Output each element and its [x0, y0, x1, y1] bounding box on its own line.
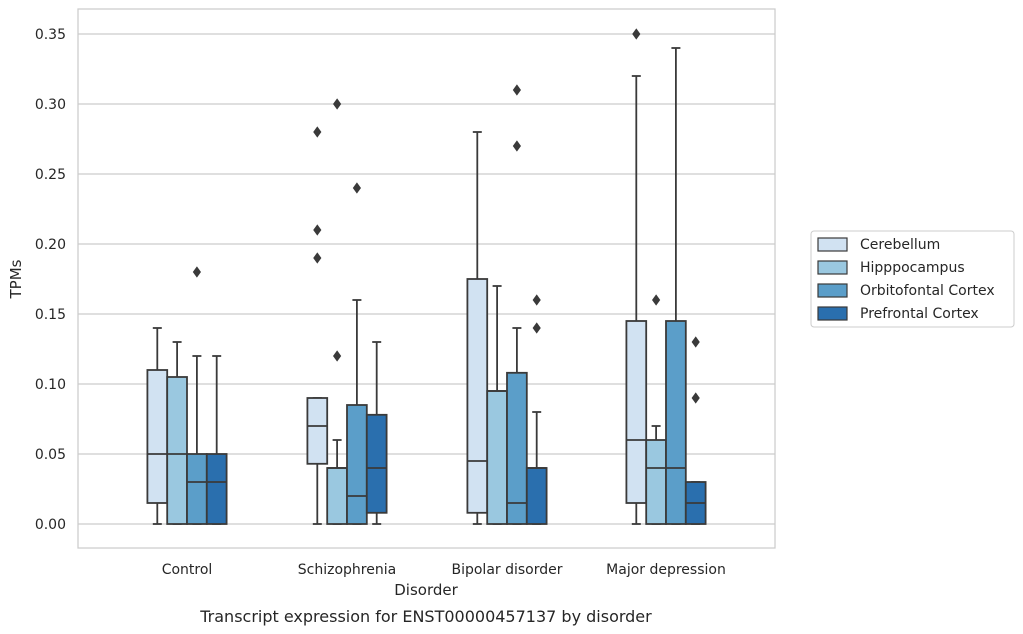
- box-body: [665, 320, 687, 525]
- outlier-point: [512, 140, 521, 152]
- x-tick-label: Schizophrenia: [298, 562, 396, 578]
- box-body: [645, 439, 667, 525]
- box-body: [365, 413, 388, 514]
- outlier-point: [691, 336, 700, 348]
- legend-label: Orbitofontal Cortex: [860, 283, 995, 299]
- legend-swatch: [817, 260, 848, 275]
- box-0-2: [186, 266, 208, 525]
- legend-label: Prefrontal Cortex: [860, 306, 979, 322]
- legend-items: Cerebellum Hipppocampus Orbitofontal Corte…: [817, 237, 995, 322]
- box-3-2: [665, 47, 687, 525]
- outlier-point: [333, 98, 342, 110]
- box-body: [346, 404, 368, 525]
- outlier-point: [532, 294, 541, 306]
- box-body: [186, 453, 208, 525]
- box-2-3: [525, 294, 548, 525]
- box-body: [625, 320, 648, 504]
- box-2-2: [506, 84, 528, 525]
- box-body: [205, 453, 228, 525]
- box-body: [146, 369, 169, 504]
- x-tick-label: Major depression: [606, 562, 726, 578]
- box-2-1: [486, 285, 508, 525]
- outlier-point: [691, 392, 700, 404]
- legend-swatch: [817, 283, 848, 298]
- outlier-point: [313, 126, 322, 138]
- y-tick-label: 0.10: [35, 377, 66, 393]
- legend-frame: [810, 230, 1015, 328]
- box-1-2: [346, 182, 368, 525]
- box-body: [466, 278, 489, 514]
- x-tick-label: Control: [162, 562, 213, 578]
- x-tick-labels: Control Schizophrenia Bipolar disorder Majo…: [162, 562, 726, 578]
- box-0-3: [205, 355, 228, 525]
- legend-swatch: [817, 306, 848, 321]
- y-tick-label: 0.25: [35, 167, 66, 183]
- box-body: [525, 467, 548, 525]
- y-tick-label: 0.05: [35, 447, 66, 463]
- box-layer: [146, 28, 707, 525]
- plot-frame: [77, 8, 776, 549]
- chart-caption: Transcript expression for ENST0000045713…: [199, 607, 652, 626]
- outlier-point: [532, 322, 541, 334]
- box-1-0: [306, 126, 329, 525]
- box-body: [166, 376, 188, 525]
- legend: Cerebellum Hipppocampus Orbitofontal Corte…: [810, 230, 1015, 328]
- box-3-1: [645, 294, 667, 525]
- y-tick-label: 0.00: [35, 517, 66, 533]
- box-body: [506, 371, 528, 525]
- y-tick-label: 0.35: [35, 27, 66, 43]
- x-axis-label: Disorder: [394, 581, 458, 599]
- outlier-point: [313, 252, 322, 264]
- legend-swatch: [817, 237, 848, 252]
- outlier-point: [313, 224, 322, 236]
- box-body: [486, 390, 508, 525]
- outlier-point: [352, 182, 361, 194]
- box-body: [306, 397, 329, 465]
- outlier-point: [632, 28, 641, 40]
- outlier-point: [333, 350, 342, 362]
- x-tick-label: Bipolar disorder: [451, 562, 562, 578]
- box-1-1: [326, 98, 348, 525]
- y-tick-label: 0.30: [35, 97, 66, 113]
- y-tick-label: 0.20: [35, 237, 66, 253]
- box-0-1: [166, 341, 188, 525]
- box-3-0: [625, 28, 648, 525]
- y-axis-label: TPMs: [7, 259, 25, 299]
- box-1-3: [365, 341, 388, 525]
- y-tick-labels: 0.00 0.05 0.10 0.15 0.20 0.25 0.30 0.35: [35, 27, 66, 533]
- box-2-0: [466, 131, 489, 525]
- outlier-point: [652, 294, 661, 306]
- box-3-3: [684, 336, 707, 525]
- y-tick-label: 0.15: [35, 307, 66, 323]
- outlier-point: [512, 84, 521, 96]
- box-body: [326, 467, 348, 525]
- outlier-point: [192, 266, 201, 278]
- box-0-0: [146, 327, 169, 525]
- legend-label: Cerebellum: [860, 237, 940, 253]
- legend-label: Hipppocampus: [860, 260, 965, 276]
